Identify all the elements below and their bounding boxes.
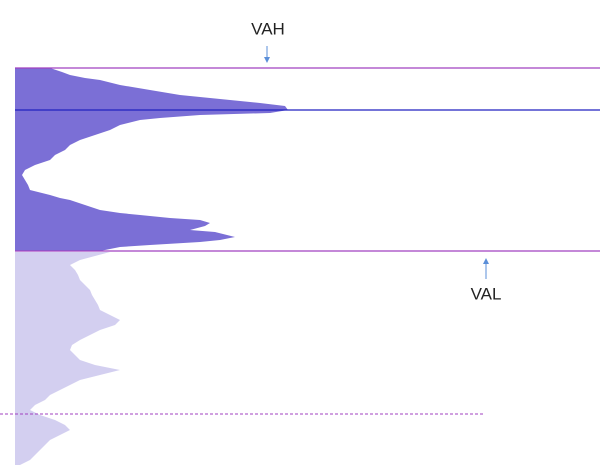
value-area-profile bbox=[15, 68, 288, 251]
outside-profile bbox=[15, 252, 120, 465]
volume-profile-diagram: VAH VAL bbox=[0, 0, 600, 476]
vah-label: VAH bbox=[251, 19, 285, 38]
val-label: VAL bbox=[471, 284, 502, 303]
